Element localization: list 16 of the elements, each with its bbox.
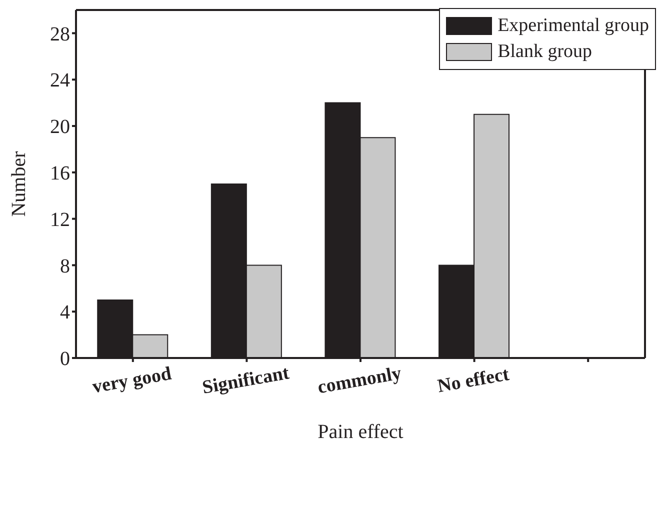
- x-tick-label: very good: [90, 363, 174, 398]
- y-tick-label: 12: [50, 208, 70, 231]
- x-tick-label: commonly: [316, 362, 404, 398]
- legend-label: Experimental group: [498, 14, 649, 38]
- y-tick-label: 24: [50, 70, 70, 92]
- y-axis-title: Number: [8, 150, 30, 217]
- y-tick-label: 16: [50, 162, 70, 184]
- y-tick-label: 0: [60, 348, 70, 370]
- y-tick-label: 28: [50, 23, 70, 46]
- y-tick-label: 20: [50, 116, 70, 138]
- x-tick-label: No effect: [436, 364, 512, 398]
- x-tick-label: Significant: [200, 362, 292, 399]
- x-axis-title: Pain effect: [318, 421, 404, 443]
- y-tick-label: 8: [60, 255, 70, 278]
- y-tick-label: 4: [60, 302, 70, 324]
- legend-label: Blank group: [498, 40, 592, 64]
